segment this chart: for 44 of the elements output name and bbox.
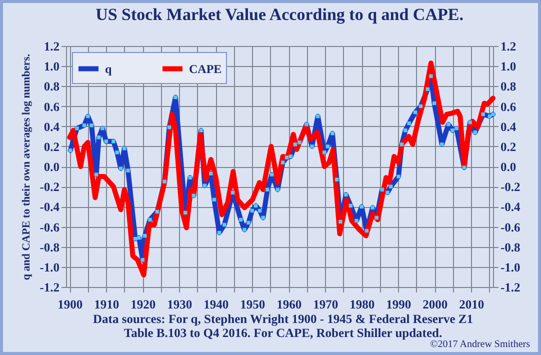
y-tick-label: 0.0 bbox=[44, 160, 60, 174]
y-tick-label: 0.6 bbox=[44, 100, 60, 114]
y-tick-label: 0.2 bbox=[44, 140, 60, 154]
text: Data sources: For q, Stephen Wright 1900 - 1945 & Federal Reserve Z1 Table B.103 to Q4 2016. For CAPE, Robert Shiller updated. bbox=[92, 312, 474, 340]
y2-tick-label: -0.6 bbox=[500, 220, 520, 234]
x-tick-label: 2000 bbox=[422, 298, 448, 312]
y-tick-label: -0.8 bbox=[40, 240, 60, 254]
y2-tick-label: -0.2 bbox=[500, 180, 520, 194]
y2-tick-label: 1.2 bbox=[500, 40, 516, 54]
y-tick-label: -1.0 bbox=[40, 260, 60, 274]
x-tick-label: 1950 bbox=[240, 298, 266, 312]
y2-tick-label: -0.4 bbox=[500, 200, 522, 214]
x-tick-label: 2010 bbox=[459, 298, 484, 312]
y-tick-label: 0.8 bbox=[44, 80, 60, 94]
y2-tick-label: 0.2 bbox=[500, 140, 516, 154]
x-tick-label: 1990 bbox=[386, 298, 412, 312]
y2-tick-label: -0.8 bbox=[500, 240, 520, 254]
y2-tick-label: 0.6 bbox=[500, 100, 516, 114]
x-tick-label: 1930 bbox=[167, 298, 192, 312]
chart-title: US Stock Market Value According to q and CAPE. bbox=[96, 5, 464, 24]
x-tick-label: 1970 bbox=[313, 298, 338, 312]
legend-label: q bbox=[105, 62, 112, 76]
x-tick-label: 1900 bbox=[58, 298, 83, 312]
y-axis-title: q and CAPE to their own averages log numbers. bbox=[20, 54, 33, 280]
y2-tick-label: 0.0 bbox=[500, 160, 516, 174]
y-tick-label: 0.4 bbox=[44, 120, 60, 134]
y2-tick-label: 0.8 bbox=[500, 80, 516, 94]
legend-label: CAPE bbox=[189, 62, 222, 76]
text: ©2017 Andrew Smithers bbox=[430, 339, 530, 350]
y-tick-label: -0.6 bbox=[40, 220, 60, 234]
y-tick-label: 1.2 bbox=[44, 40, 60, 54]
y2-tick-label: -1.0 bbox=[500, 260, 520, 274]
x-tick-label: 1980 bbox=[350, 298, 375, 312]
y2-tick-label: -1.2 bbox=[500, 280, 520, 294]
y-tick-label: 1.0 bbox=[44, 60, 60, 74]
y2-tick-label: 0.4 bbox=[500, 120, 517, 134]
x-tick-label: 1940 bbox=[204, 298, 229, 312]
x-tick-label: 1910 bbox=[94, 298, 120, 312]
x-tick-label: 1960 bbox=[276, 298, 302, 312]
y-tick-label: -0.4 bbox=[40, 200, 60, 214]
y-tick-label: -0.2 bbox=[40, 180, 60, 194]
y2-tick-label: 1.0 bbox=[500, 60, 516, 74]
y-tick-label: -1.2 bbox=[40, 280, 60, 294]
x-tick-label: 1920 bbox=[130, 298, 156, 312]
